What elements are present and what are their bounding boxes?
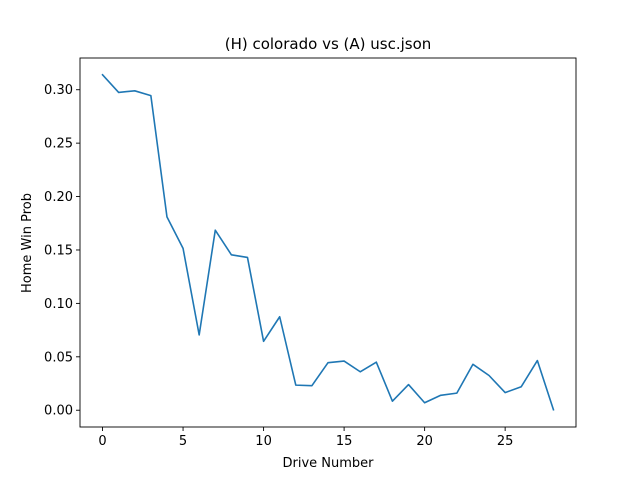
x-tick-label: 10 bbox=[255, 434, 272, 449]
chart-title: (H) colorado vs (A) usc.json bbox=[225, 35, 432, 53]
y-tick-label: 0.15 bbox=[44, 243, 73, 258]
plot-frame bbox=[79, 57, 577, 428]
y-tick-label: 0.30 bbox=[44, 83, 73, 98]
x-axis-label: Drive Number bbox=[282, 456, 374, 471]
x-axis: 0 5 10 15 20 25 bbox=[98, 427, 513, 449]
y-tick-label: 0.00 bbox=[44, 404, 73, 419]
y-tick-label: 0.05 bbox=[44, 350, 73, 365]
x-tick-label: 0 bbox=[98, 434, 106, 449]
y-axis-label: Home Win Prob bbox=[20, 193, 35, 293]
y-tick-label: 0.20 bbox=[44, 190, 73, 205]
x-tick-label: 20 bbox=[416, 434, 433, 449]
y-tick-label: 0.25 bbox=[44, 137, 73, 152]
series-line-0 bbox=[101, 73, 555, 411]
x-tick-label: 5 bbox=[179, 434, 187, 449]
x-tick-label: 25 bbox=[497, 434, 514, 449]
x-tick-label: 15 bbox=[336, 434, 353, 449]
y-axis: 0.00 0.05 0.10 0.15 0.20 0.25 0.30 bbox=[44, 83, 80, 419]
plot-area bbox=[79, 57, 577, 428]
y-tick-label: 0.10 bbox=[44, 297, 73, 312]
